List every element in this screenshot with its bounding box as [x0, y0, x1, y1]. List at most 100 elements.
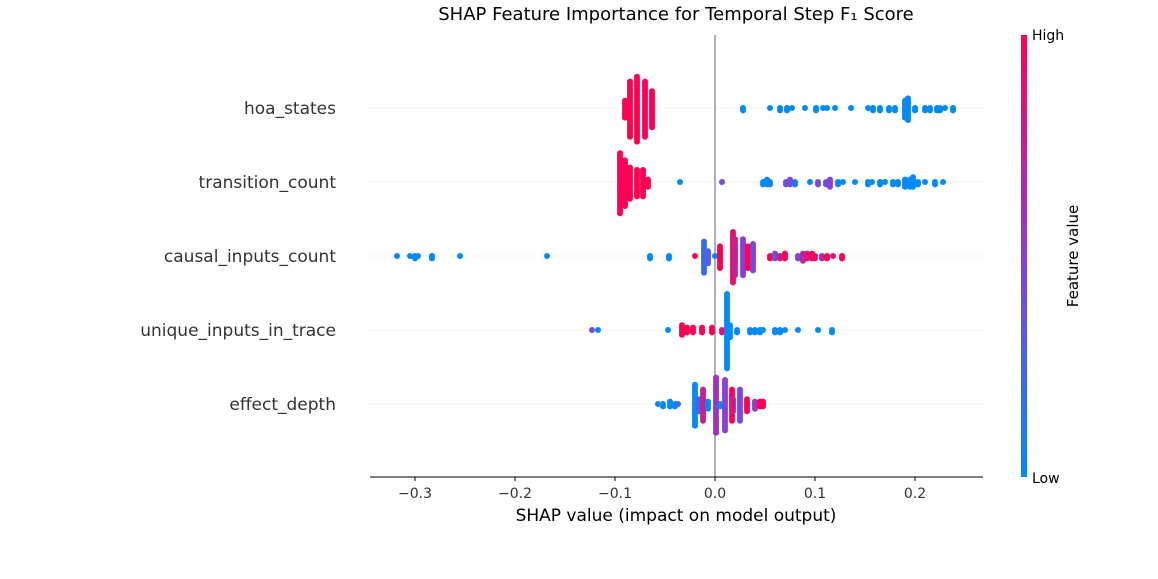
shap-point: [942, 105, 948, 111]
shap-point: [870, 107, 876, 114]
shap-point: [627, 164, 633, 171]
shap-point: [937, 107, 943, 114]
shap-point: [795, 255, 801, 262]
x-tick-label: 0.0: [704, 486, 726, 502]
shap-point: [734, 329, 740, 336]
shap-point: [729, 417, 735, 424]
shap-point: [634, 73, 640, 80]
shap-point: [787, 181, 793, 188]
shap-point: [737, 417, 743, 424]
shap-point: [886, 107, 892, 114]
shap-point: [752, 329, 758, 336]
shap-point: [712, 253, 718, 259]
shap-point: [740, 272, 746, 279]
feature-label: causal_inputs_count: [164, 247, 336, 267]
shap-point: [840, 179, 846, 185]
shap-point: [727, 334, 733, 341]
shap-point: [709, 324, 715, 331]
x-tick-label: −0.2: [498, 486, 532, 502]
shap-point: [812, 255, 818, 262]
shap-point: [747, 329, 753, 336]
shap-point: [700, 386, 706, 393]
shap-point: [394, 253, 400, 259]
shap-point: [709, 329, 715, 336]
shap-point: [595, 327, 601, 333]
shap-point: [740, 236, 746, 243]
shap-point: [722, 427, 728, 434]
shap-point: [777, 255, 783, 262]
shap-point: [701, 269, 707, 276]
shap-point: [902, 176, 908, 183]
shap-point: [752, 405, 758, 412]
shap-point: [869, 179, 875, 185]
chart-title: SHAP Feature Importance for Temporal Ste…: [438, 4, 913, 25]
shap-point: [649, 88, 655, 95]
shap-point: [730, 279, 736, 286]
shap-point: [792, 181, 798, 188]
shap-point: [745, 243, 751, 250]
shap-point: [910, 174, 916, 181]
shap-point: [622, 114, 628, 121]
shap-point: [922, 179, 928, 185]
shap-point: [839, 255, 845, 262]
x-tick-label: 0.1: [804, 486, 826, 502]
shap-point: [717, 403, 723, 410]
shap-point: [744, 396, 750, 403]
shap-point: [824, 105, 830, 111]
shap-point: [679, 322, 685, 329]
shap-point: [813, 107, 819, 114]
shap-point: [729, 386, 735, 393]
shap-point: [772, 250, 778, 257]
shap-point: [932, 181, 938, 188]
shap-point: [649, 124, 655, 131]
shap-point: [684, 324, 690, 331]
shap-point: [789, 105, 795, 111]
shap-point: [627, 195, 633, 202]
shap-point: [667, 403, 673, 410]
shap-point: [922, 107, 928, 114]
shap-point: [640, 193, 646, 200]
shap-point: [807, 179, 813, 185]
feature-label: hoa_states: [244, 99, 336, 119]
shap-point: [787, 176, 793, 183]
shap-point: [713, 374, 719, 381]
shap-point: [890, 181, 896, 188]
shap-point: [724, 291, 730, 297]
shap-point: [692, 422, 698, 429]
shap-point: [429, 255, 435, 262]
shap-point: [910, 183, 916, 190]
shap-point: [830, 253, 836, 259]
colorbar-low-label: Low: [1032, 471, 1060, 487]
shap-point: [737, 386, 743, 393]
shap-point: [642, 78, 648, 85]
shap-point: [677, 179, 683, 185]
shap-point: [634, 193, 640, 200]
shap-point: [760, 327, 766, 333]
shap-point: [589, 327, 595, 333]
shap-point: [717, 243, 723, 250]
shap-point: [730, 229, 736, 235]
x-tick-label: −0.1: [598, 486, 632, 502]
shap-point: [645, 176, 651, 183]
shap-point: [815, 327, 821, 333]
shap-point: [835, 181, 841, 188]
shap-point: [627, 78, 633, 85]
shap-point: [865, 105, 871, 111]
shap-point: [772, 255, 778, 262]
shap-point: [692, 253, 698, 259]
shap-point: [722, 377, 728, 383]
shap-point: [815, 181, 821, 188]
shap-point: [675, 401, 681, 407]
shap-point: [767, 105, 773, 111]
shap-point: [824, 255, 830, 262]
shap-point: [892, 107, 898, 114]
shap-point: [752, 398, 758, 405]
shap-point: [655, 401, 661, 407]
shap-point: [415, 253, 421, 259]
shap-point: [804, 255, 810, 262]
colorbar-high-label: High: [1032, 28, 1064, 44]
shap-point: [727, 322, 733, 329]
shap-point: [760, 403, 766, 410]
shap-point: [832, 105, 838, 111]
shap-point: [877, 107, 883, 114]
